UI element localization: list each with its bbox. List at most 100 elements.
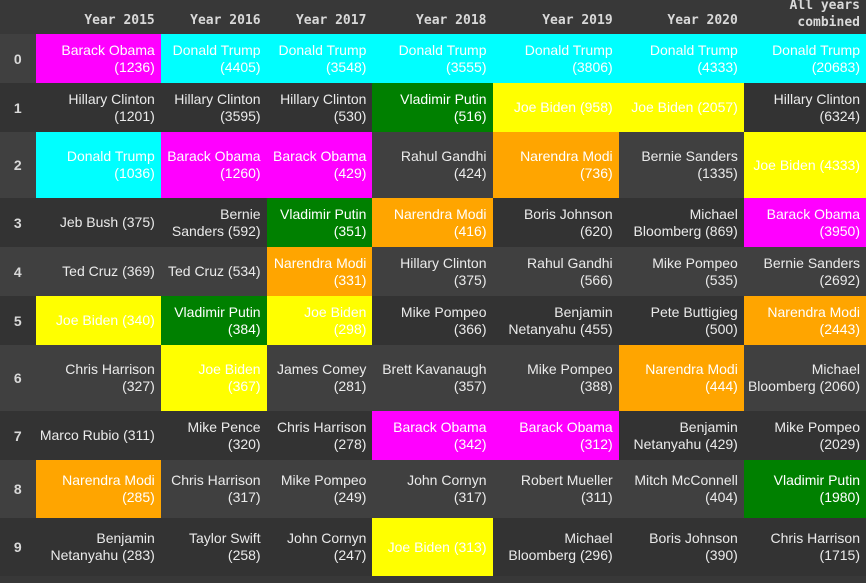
person-name: Joe Biden [198,361,261,377]
table-cell: Mike Pompeo (366) [372,296,492,345]
column-header-label: Year 2019 [542,13,613,28]
table-cell: Donald Trump (4333) [618,34,744,83]
column-header: Year 2017 [266,0,373,34]
table-cell: Michael Bloomberg (296) [493,518,619,576]
table-row: 0 Barack Obama (1236) Donald Trump (4405) D… [0,34,866,83]
mention-count: (375) [122,214,155,230]
person-name: Donald Trump [278,41,367,58]
person-name: Mike Pence [187,418,261,435]
person-name: Mike Pompeo [774,418,860,435]
table-cell: John Cornyn (247) [267,518,373,576]
person-name: Hillary Clinton [400,254,487,271]
person-name: Boris Johnson [649,530,738,546]
table-cell: Barack Obama (342) [372,411,493,460]
table-cell: Narendra Modi (331) [266,247,373,296]
mention-count: (296) [579,547,613,563]
mention-count: (366) [453,320,487,337]
person-name: Robert Mueller [520,472,613,488]
column-header: Year 2015 [35,0,161,34]
table-cell: Barack Obama (429) [266,132,373,198]
mention-count: (2029) [819,435,860,452]
mention-count: (3806) [572,58,613,75]
column-header-label: Year 2015 [84,13,155,28]
table-cell: Boris Johnson (390) [619,518,744,576]
table-row: 9 Benjamin Netanyahu (283) Taylor Swift (2… [0,518,866,576]
table-cell: Bernie Sanders (1335) [619,132,744,198]
mention-count: (249) [333,489,367,505]
person-name: Mike Pompeo [280,472,367,488]
mention-count: (534) [227,263,261,279]
table-row: 5 Joe Biden (340) Vladimir Putin (384) Joe … [0,296,866,345]
table-cell: Ted Cruz (534) [161,247,267,296]
person-name: Benjamin Netanyahu [633,418,738,452]
person-name: Vladimir Putin [174,303,261,320]
mention-count: (1201) [114,107,155,124]
table-cell: Brett Kavanaugh (357) [372,345,492,411]
mention-count: (535) [705,271,738,288]
table-cell: Joe Biden (367) [160,345,267,411]
person-name: Ted Cruz [167,263,225,279]
table-cell: Mike Pompeo (2029) [744,411,866,460]
mention-count: (278) [333,435,367,452]
mention-count: (620) [579,222,613,239]
person-name: Donald Trump [524,41,613,58]
person-name: Brett Kavanaugh [382,361,487,377]
table-cell: Bernie Sanders (592) [161,198,267,247]
column-header-label: Year 2018 [416,13,487,28]
mention-count: (869) [705,222,738,239]
table-cell: Pete Buttigieg (500) [619,296,744,345]
table-cell: Boris Johnson (620) [493,198,619,247]
table-cell: Donald Trump (3548) [266,34,373,83]
table-cell: Joe Biden (958) [492,83,619,132]
person-name: Chris Harrison [171,472,261,488]
table-cell: Chris Harrison (327) [36,345,161,411]
person-name: Benjamin Netanyahu [50,530,155,563]
person-name: Jeb Bush [59,214,119,230]
column-header-label: Year 2016 [190,13,261,28]
mention-count: (1980) [819,489,860,505]
mention-count: (327) [122,378,155,394]
row-index: 4 [13,263,22,280]
person-name: Narendra Modi [645,361,738,377]
person-name: Barack Obama [393,418,487,435]
mention-count: (298) [333,320,367,337]
person-name: Mike Pompeo [400,303,487,320]
table-cell: Narendra Modi (444) [618,345,744,411]
person-name: Chris Harrison [770,530,860,546]
mention-count: (2060) [819,378,860,394]
person-name: Rahul Gandhi [400,148,487,164]
person-name: Joe Biden [631,99,694,115]
table-cell: Robert Mueller (311) [493,460,619,518]
mention-count: (416) [453,222,487,239]
table-row: 4 Ted Cruz (369) Ted Cruz (534) Narendra Mo… [0,247,866,296]
person-name: Benjamin Netanyahu [508,303,613,337]
column-header: Year 2018 [372,0,493,34]
row-index: 1 [13,99,22,116]
person-name: Donald Trump [66,148,155,164]
mention-count: (311) [581,489,613,505]
mention-count: (375) [453,271,487,288]
table-cell: Rahul Gandhi (566) [493,247,619,296]
table-cell: Hillary Clinton (375) [372,247,492,296]
table-cell: Donald Trump (1036) [35,132,161,198]
table-cell: Michael Bloomberg (869) [619,198,744,247]
table-cell: Barack Obama (3950) [743,198,866,247]
person-name: Vladimir Putin [773,472,860,488]
person-name: Bernie Sanders [641,148,738,164]
row-index: 6 [13,370,22,386]
mention-count: (516) [453,107,487,124]
table-cell: Hillary Clinton (530) [267,83,373,132]
table-cell: Joe Biden (2057) [618,83,744,132]
row-index: 3 [13,214,22,231]
table-cell: Joe Biden (313) [372,518,493,576]
table-cell: Vladimir Putin (1980) [743,460,866,518]
mention-count: (312) [579,435,613,452]
table-cell: Narendra Modi (736) [492,132,619,198]
mention-count: (317) [227,489,261,505]
table-cell: Barack Obama (1236) [35,34,161,83]
table-cell: Jeb Bush (375) [36,198,161,247]
mention-count: (4333) [697,58,738,75]
table-cell: Joe Biden (298) [266,296,373,345]
row-index: 5 [13,312,22,329]
